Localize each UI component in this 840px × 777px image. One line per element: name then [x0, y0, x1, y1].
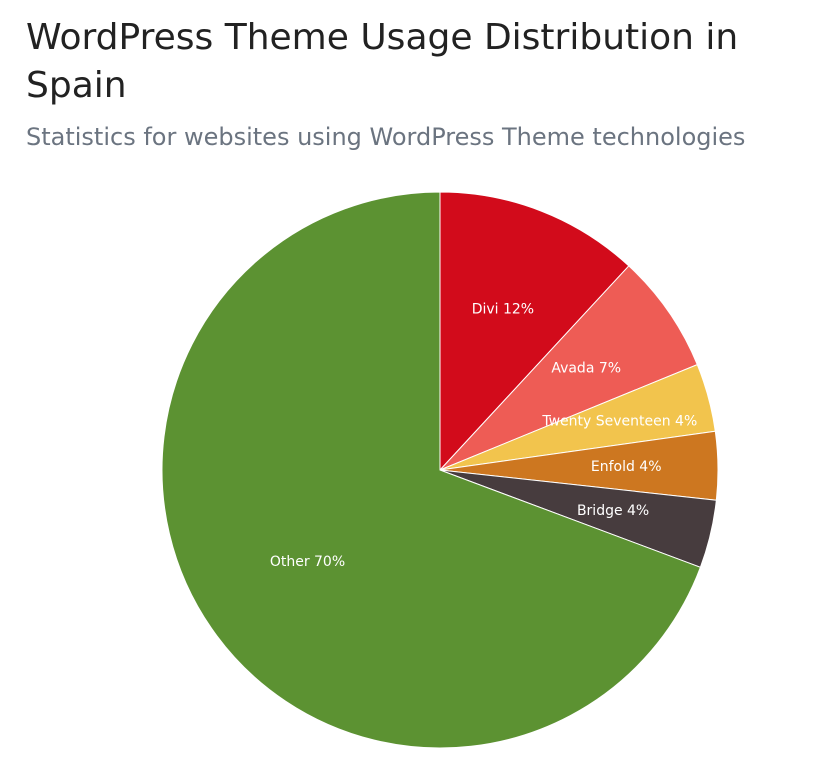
pie-slice-divi[interactable] — [439, 191, 630, 472]
slice-label-avada: Avada 7% — [551, 361, 621, 377]
slice-label-twenty-seventeen: Twenty Seventeen 4% — [541, 413, 697, 429]
slice-label-enfold: Enfold 4% — [591, 459, 662, 475]
slice-label-bridge: Bridge 4% — [577, 503, 649, 519]
pie-slice-avada[interactable] — [439, 265, 698, 471]
chart-subtitle: Statistics for websites using WordPress … — [26, 123, 746, 151]
pie-slices — [161, 191, 719, 749]
pie-slice-other[interactable] — [161, 191, 702, 749]
pie-labels: Divi 12% Avada 7% Twenty Seventeen 4% Enfol… — [270, 302, 697, 570]
slice-label-other: Other 70% — [270, 554, 345, 570]
chart-title: WordPress Theme Usage Distribution in Sp… — [26, 17, 739, 106]
slice-label-divi: Divi 12% — [472, 302, 534, 318]
